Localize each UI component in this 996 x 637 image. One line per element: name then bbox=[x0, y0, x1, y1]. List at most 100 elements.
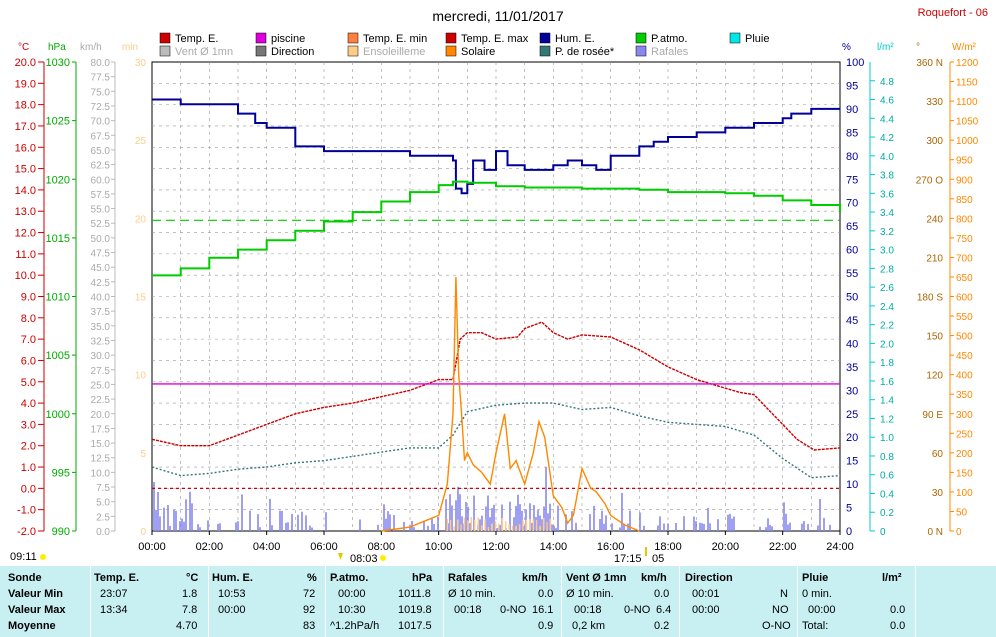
max-raf-time: 00:18 bbox=[454, 604, 482, 616]
sun-icon bbox=[40, 554, 46, 560]
sun-marker bbox=[338, 553, 343, 560]
time-tick-label: 12:00 bbox=[482, 541, 510, 553]
solar-tick-label: 250 bbox=[956, 429, 973, 440]
min-vent-value: 0.0 bbox=[654, 588, 670, 600]
temp-tick-label: 7.0 bbox=[21, 334, 36, 346]
wind-tick-label: 42.5 bbox=[91, 278, 111, 289]
press-axis-unit: hPa bbox=[48, 42, 66, 53]
legend-label: Hum. E. bbox=[555, 33, 595, 45]
press-tick-label: 1030 bbox=[46, 57, 70, 69]
solar-tick-label: 1050 bbox=[956, 117, 979, 128]
sun-axis-unit: min bbox=[122, 42, 138, 53]
legend-swatch bbox=[255, 45, 267, 57]
series-line-p-atmo bbox=[152, 180, 841, 277]
wind-tick-label: 77.5 bbox=[91, 73, 111, 84]
dir-tick-label: 60 bbox=[932, 449, 944, 460]
table-separator bbox=[679, 566, 680, 637]
wind-tick-label: 2.5 bbox=[96, 512, 110, 523]
solar-tick-label: 850 bbox=[956, 195, 973, 206]
temp-tick-label: 5.0 bbox=[21, 377, 36, 389]
temp-tick-label: 14.0 bbox=[15, 185, 36, 197]
dir-axis-unit: ° bbox=[916, 42, 920, 53]
sun-tick-label: 25 bbox=[135, 136, 147, 147]
max-vent-value: 6.4 bbox=[656, 604, 672, 616]
min-raf-value: 0.0 bbox=[538, 588, 554, 600]
temp-tick-label: 18.0 bbox=[15, 100, 36, 112]
wind-tick-label: 27.5 bbox=[91, 366, 111, 377]
wind-tick-label: 20.0 bbox=[91, 410, 111, 421]
wind-tick-label: 70.0 bbox=[91, 117, 111, 128]
rain-tick-label: 2.4 bbox=[880, 302, 894, 313]
legend-swatch bbox=[635, 32, 647, 44]
avg-temp-value: 4.70 bbox=[176, 620, 198, 632]
wind-tick-label: 22.5 bbox=[91, 395, 111, 406]
wind-tick-label: 55.0 bbox=[91, 205, 111, 216]
wind-tick-label: 67.5 bbox=[91, 131, 111, 142]
hum-tick-label: 80 bbox=[846, 151, 858, 163]
hdr-temp-unit: °C bbox=[186, 572, 199, 584]
table-separator bbox=[915, 566, 916, 637]
hum-tick-label: 50 bbox=[846, 292, 858, 304]
dir-tick-label: 180 S bbox=[917, 293, 943, 304]
legend-label: Temp. E. max bbox=[461, 33, 529, 45]
temp-tick-label: 10.0 bbox=[15, 270, 36, 282]
time-tick-label: 02:00 bbox=[196, 541, 224, 553]
wind-tick-label: 47.5 bbox=[91, 249, 111, 260]
hdr-pluie-unit: l/m² bbox=[882, 572, 902, 584]
hdr-press-unit: hPa bbox=[412, 572, 433, 584]
hum-tick-label: 100 bbox=[846, 57, 864, 69]
legend-label: P. de rosée* bbox=[555, 46, 615, 58]
wind-tick-label: 5.0 bbox=[96, 498, 110, 509]
solar-tick-label: 400 bbox=[956, 371, 973, 382]
legend-swatch bbox=[539, 45, 551, 57]
hdr-direction: Direction bbox=[685, 572, 733, 584]
legend-swatch bbox=[729, 32, 741, 44]
series-line-hum-e bbox=[152, 98, 840, 195]
rain-tick-label: 2.8 bbox=[880, 264, 894, 275]
wind-tick-label: 37.5 bbox=[91, 307, 111, 318]
hum-tick-label: 35 bbox=[846, 362, 858, 374]
rain-tick-label: 1.2 bbox=[880, 414, 894, 425]
wind-tick-label: 52.5 bbox=[91, 219, 111, 230]
hdr-hum-unit: % bbox=[307, 572, 317, 584]
rain-tick-label: 3.6 bbox=[880, 189, 894, 200]
hum-tick-label: 30 bbox=[846, 385, 858, 397]
dir-tick-label: 240 bbox=[926, 214, 943, 225]
hdr-vent: Vent Ø 1mn bbox=[566, 572, 627, 584]
wind-tick-label: 57.5 bbox=[91, 190, 111, 201]
wind-tick-label: 65.0 bbox=[91, 146, 111, 157]
hum-tick-label: 65 bbox=[846, 221, 858, 233]
temp-tick-label: 3.0 bbox=[21, 419, 36, 431]
legend-label: Temp. E. bbox=[175, 33, 218, 45]
max-temp-value: 7.8 bbox=[182, 604, 198, 616]
hdr-pluie: Pluie bbox=[802, 572, 829, 584]
temp-tick-label: 9.0 bbox=[21, 292, 36, 304]
solar-tick-label: 1150 bbox=[956, 78, 978, 89]
max-dir-value: NO bbox=[772, 604, 789, 616]
table-separator bbox=[443, 566, 444, 637]
solar-tick-label: 700 bbox=[956, 253, 973, 264]
temp-tick-label: 2.0 bbox=[21, 441, 36, 453]
legend-swatch bbox=[635, 45, 647, 57]
dir-tick-label: 150 bbox=[926, 332, 943, 343]
wind-tick-label: 12.5 bbox=[91, 454, 111, 465]
hdr-rafales: Rafales bbox=[448, 572, 488, 584]
legend-swatch bbox=[445, 32, 457, 44]
legend-label: piscine bbox=[271, 33, 305, 45]
wind-tick-label: 80.0 bbox=[91, 58, 111, 69]
dir-tick-label: 330 bbox=[926, 97, 943, 108]
temp-tick-label: 0.0 bbox=[21, 483, 36, 495]
max-dir-time: 00:00 bbox=[692, 604, 720, 616]
legend-swatch bbox=[255, 32, 267, 44]
press-tick-label: 1005 bbox=[46, 350, 70, 362]
hum-tick-label: 85 bbox=[846, 127, 858, 139]
avg-press-value: 1017.5 bbox=[398, 620, 432, 632]
solar-tick-label: 50 bbox=[956, 507, 968, 518]
solar-tick-label: 650 bbox=[956, 273, 973, 284]
time-tick-label: 18:00 bbox=[654, 541, 682, 553]
series-line-p-de-ros-e bbox=[151, 402, 841, 479]
press-tick-label: 1000 bbox=[46, 409, 70, 421]
sunrise-time: 09:11 bbox=[10, 551, 37, 563]
solar-tick-label: 150 bbox=[956, 468, 973, 479]
press-tick-label: 995 bbox=[52, 467, 70, 479]
